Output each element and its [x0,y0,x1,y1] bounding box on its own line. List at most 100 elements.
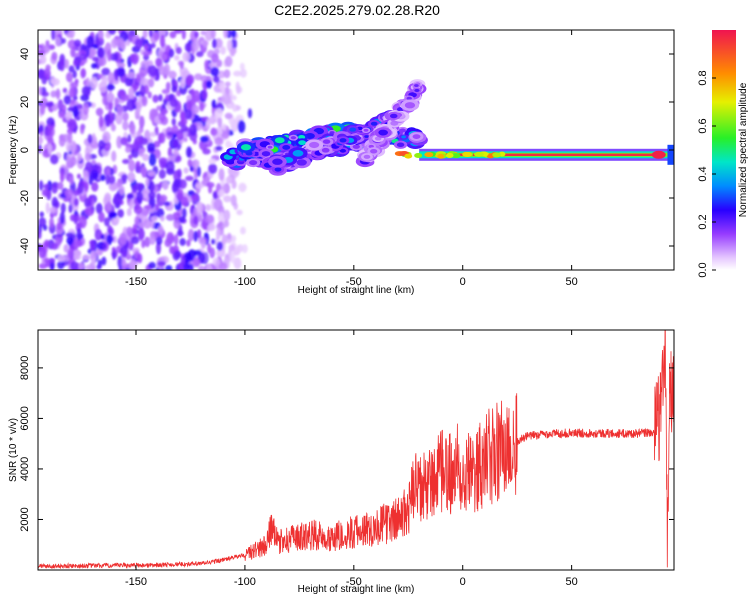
noise-speckle [92,56,99,62]
noise-speckle [157,225,164,235]
snr-xtick-label: 50 [566,576,578,588]
noise-speckle [180,124,188,133]
noise-speckle [147,78,155,88]
noise-speckle [215,145,223,151]
noise-speckle [171,85,178,93]
noise-speckle [109,53,118,61]
noise-speckle [220,46,226,55]
noise-speckle [239,226,246,235]
echo-blob [292,149,304,157]
noise-speckle [84,197,91,208]
noise-speckle [70,47,76,58]
noise-speckle [55,36,62,47]
noise-speckle [57,254,66,262]
noise-speckle [62,87,68,94]
noise-speckle [39,211,45,218]
noise-speckle [45,202,50,214]
noise-speckle [205,80,213,89]
echo-blob [298,135,306,140]
spectrogram-xtick-label: -150 [125,276,147,288]
noise-speckle [141,97,147,104]
noise-speckle [130,236,140,245]
noise-speckle [173,217,181,229]
noise-speckle [116,178,123,188]
noise-speckle [224,81,231,87]
noise-speckle [239,62,245,71]
noise-speckle [116,135,123,149]
snr-frame [37,329,675,571]
noise-speckle [92,172,99,179]
noise-speckle [117,208,124,218]
noise-speckle [240,184,247,191]
noise-speckle [57,260,65,270]
noise-speckle [194,31,199,38]
noise-speckle [89,239,95,252]
noise-speckle [179,110,186,120]
ridge-edge-glow [667,144,674,165]
noise-speckle [113,192,123,206]
noise-speckle [142,219,152,229]
snr-xtick-label: -50 [346,576,362,588]
noise-speckle [210,66,220,77]
noise-speckle [51,30,56,41]
noise-speckle [67,118,77,130]
noise-speckle [134,136,143,146]
noise-speckle [159,160,167,169]
noise-speckle [85,207,94,217]
echo-blob [368,144,374,149]
noise-speckle [73,237,79,251]
spectrogram-ytick-label: 0 [19,147,31,153]
noise-speckle [231,30,237,39]
noise-speckle [82,103,89,116]
echo-blob [364,135,369,138]
noise-speckle [175,155,182,163]
noise-speckle [76,227,82,241]
snr-y-label: SNR (10 * v/v) [8,418,19,482]
echo-blob [396,142,405,148]
snr-xtick-label: -150 [125,576,147,588]
noise-speckle [45,40,50,47]
noise-speckle [241,244,248,254]
noise-speckle [69,140,77,153]
noise-speckle [186,239,191,247]
noise-speckle [142,30,148,39]
echo-blob [267,145,273,149]
noise-speckle [63,244,69,253]
snr-panel: -150 -100 -50 0 50 2000 4000 6000 8000 Height o… [8,329,675,595]
noise-speckle [101,242,108,250]
noise-speckle [147,91,152,99]
noise-speckle [186,146,193,158]
noise-speckle [51,184,58,194]
noise-speckle [76,152,82,162]
noise-speckle [191,159,200,169]
carrier-ridge-core [440,153,659,156]
noise-speckle [64,188,74,199]
noise-speckle [38,69,45,79]
noise-speckle [52,104,58,112]
noise-speckle [155,68,160,81]
noise-speckle [208,163,218,175]
noise-speckle [137,228,145,240]
noise-speckle [68,176,74,185]
noise-speckle [129,259,137,270]
noise-speckle [60,218,65,225]
noise-speckle [65,232,75,238]
spectrogram-signal-layer [220,79,674,176]
spectrogram-x-label: Height of straight line (km) [298,285,415,296]
noise-speckle [148,180,155,193]
noise-speckle [114,97,119,109]
noise-speckle [157,261,166,267]
noise-speckle [107,224,113,234]
noise-speckle [110,123,116,132]
noise-speckle [185,52,191,62]
noise-speckle [86,35,95,49]
noise-speckle [44,239,50,248]
noise-speckle [73,59,79,67]
noise-speckle [68,65,75,73]
noise-speckle [139,84,146,98]
echo-blob [274,137,285,144]
noise-speckle [172,211,181,221]
ridge-knot [404,153,413,159]
colorbar-tick-label: 0.4 [697,166,709,181]
